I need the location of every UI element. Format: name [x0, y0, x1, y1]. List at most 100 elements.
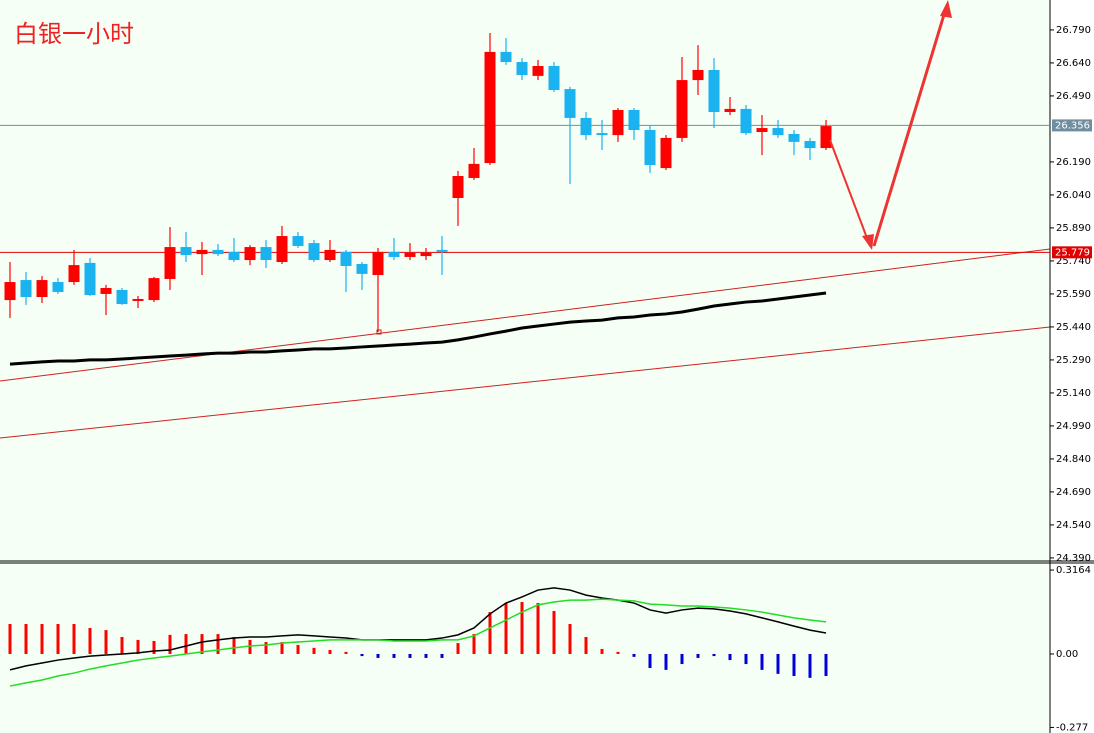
candle-body	[228, 251, 240, 261]
histogram-bar	[72, 623, 76, 654]
candle-body	[308, 243, 320, 261]
candle-body	[148, 278, 160, 301]
plot-background	[0, 0, 1050, 733]
trend-line	[0, 248, 1051, 382]
histogram-bar	[648, 653, 652, 669]
price-label-box	[1052, 246, 1092, 259]
histogram-bar	[744, 653, 748, 665]
candle-body	[180, 247, 192, 255]
histogram-bar	[728, 653, 732, 661]
y-tick-label: 24.990	[1056, 421, 1091, 432]
histogram-bar	[296, 644, 300, 654]
histogram-bar	[344, 651, 348, 654]
y-tick-label: 26.040	[1056, 190, 1091, 201]
candle-body	[628, 110, 640, 131]
candle-body	[596, 133, 608, 136]
indicator-line	[9, 587, 827, 671]
y-tick-label: -0.277	[1056, 722, 1088, 733]
price-label: 25.779	[1055, 247, 1090, 258]
candle-body	[788, 133, 800, 142]
marks: 26.790 26.640 26.490 26.190 26.040 25.890 25.7…	[0, 25, 1092, 733]
candle-body	[500, 51, 512, 63]
candle-body	[436, 249, 448, 252]
histogram-bar	[88, 627, 92, 654]
price-label: 26.356	[1055, 120, 1090, 131]
price-label-box	[1052, 119, 1092, 132]
y-tick-label: 24.840	[1056, 454, 1091, 465]
candle-body	[468, 163, 480, 178]
arrow	[872, 7, 948, 247]
candle-body	[724, 108, 736, 112]
candle-body	[740, 108, 752, 134]
y-tick-label: 26.640	[1056, 58, 1091, 69]
y-tick-label: 25.440	[1056, 322, 1091, 333]
candle-body	[820, 126, 832, 149]
moving-average	[9, 291, 827, 366]
arrow-head	[940, 0, 952, 18]
candle-body	[132, 298, 144, 301]
candle-body	[68, 265, 80, 283]
candle-body	[420, 253, 432, 257]
histogram-bar	[664, 653, 668, 670]
histogram-bar	[504, 603, 508, 654]
histogram-bar	[584, 636, 588, 654]
histogram-bar	[680, 653, 684, 665]
histogram-bar	[104, 630, 108, 654]
candle-body	[484, 51, 496, 164]
candle-body	[324, 249, 336, 261]
candle-body	[564, 89, 576, 118]
histogram-bar	[776, 653, 780, 674]
histogram-bar	[264, 642, 268, 654]
candle-body	[452, 176, 464, 198]
trend-line	[0, 326, 1051, 439]
histogram-bar	[424, 653, 428, 658]
histogram-bar	[552, 611, 556, 654]
y-tick-label: 25.890	[1056, 223, 1091, 234]
histogram-bar	[312, 647, 316, 654]
chart-title: 白银一小时	[14, 20, 134, 48]
candle-body	[340, 251, 352, 266]
candle-body	[356, 264, 368, 274]
histogram-bar	[168, 634, 172, 654]
y-tick-label: 25.590	[1056, 289, 1091, 300]
candle-body	[196, 249, 208, 255]
y-tick-label: 0.3164	[1056, 565, 1091, 576]
histogram-bar	[616, 651, 620, 654]
histogram-bar	[536, 603, 540, 654]
histogram-bar	[632, 653, 636, 657]
histogram-bar	[440, 653, 444, 658]
histogram-bar	[472, 634, 476, 654]
arrow-head	[862, 234, 874, 250]
histogram-bar	[248, 639, 252, 654]
axis-background	[1050, 0, 1094, 733]
y-tick-label: 25.740	[1056, 256, 1091, 267]
histogram-bar	[456, 643, 460, 654]
candle-body	[260, 247, 272, 261]
candle-body	[804, 141, 816, 149]
candle-body	[708, 69, 720, 112]
histogram-bar	[792, 653, 796, 676]
histogram-bar	[280, 642, 284, 654]
y-tick-label: 24.690	[1056, 487, 1091, 498]
y-tick-label: 26.190	[1056, 157, 1091, 168]
candle-body	[52, 282, 64, 292]
candle-body	[36, 280, 48, 297]
y-tick-label: 25.290	[1056, 355, 1091, 366]
candle-body	[772, 128, 784, 136]
candle-body	[4, 282, 16, 301]
y-tick-label: 0.00	[1056, 649, 1078, 660]
arrow	[829, 139, 871, 247]
histogram-bar	[696, 653, 700, 658]
y-tick-label: 26.790	[1056, 25, 1091, 36]
histogram-bar	[136, 639, 140, 654]
histogram-bar	[24, 623, 28, 654]
histogram-bar	[328, 649, 332, 654]
candle-body	[660, 137, 672, 169]
histogram-bar	[200, 634, 204, 654]
candle-body	[612, 110, 624, 136]
candle-body	[516, 62, 528, 76]
candle-body	[676, 80, 688, 138]
candle-body	[84, 262, 96, 296]
candle-body	[244, 247, 256, 261]
